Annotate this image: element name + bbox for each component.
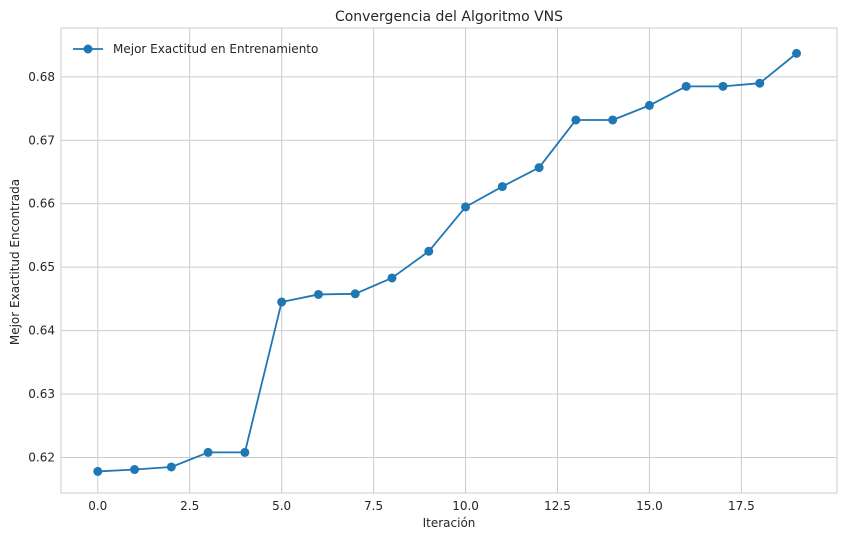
x-tick-label: 7.5 [364, 499, 383, 513]
chart-title: Convergencia del Algoritmo VNS [335, 9, 563, 25]
data-point [608, 115, 618, 125]
data-point [424, 246, 434, 256]
data-point [755, 78, 765, 88]
plot-background [61, 28, 837, 493]
data-point [350, 289, 360, 299]
y-tick-label: 0.66 [28, 197, 55, 211]
y-tick-label: 0.64 [28, 324, 55, 338]
y-tick-label: 0.68 [28, 70, 55, 84]
x-axis-label: Iteración [423, 516, 476, 530]
data-point [792, 48, 802, 58]
y-axis-label: Mejor Exactitud Encontrada [8, 179, 22, 345]
y-tick-label: 0.67 [28, 133, 55, 147]
data-point [571, 115, 581, 125]
data-point [387, 273, 397, 283]
x-tick-label: 17.5 [728, 499, 755, 513]
legend-marker [83, 44, 93, 54]
legend-label: Mejor Exactitud en Entrenamiento [113, 42, 318, 56]
data-point [681, 81, 691, 91]
x-tick-label: 15.0 [636, 499, 663, 513]
x-tick-label: 0.0 [88, 499, 107, 513]
x-axis-ticks: 0.0 2.5 5.0 7.5 10.0 12.5 15.0 17.5 [88, 499, 755, 513]
grid [61, 28, 837, 493]
y-tick-label: 0.63 [28, 387, 55, 401]
series-layer [93, 48, 802, 476]
x-tick-label: 10.0 [452, 499, 479, 513]
data-point [644, 100, 654, 110]
plot-frame [60, 27, 838, 494]
y-tick-label: 0.62 [28, 450, 55, 464]
data-point [93, 466, 103, 476]
y-axis-ticks: 0.62 0.63 0.64 0.65 0.66 0.67 0.68 [28, 70, 55, 465]
data-point [277, 297, 287, 307]
x-tick-label: 12.5 [544, 499, 571, 513]
series-line [97, 52, 798, 473]
data-point [240, 447, 250, 457]
data-point [461, 202, 471, 212]
data-point [166, 462, 176, 472]
x-tick-label: 2.5 [180, 499, 199, 513]
y-tick-label: 0.65 [28, 260, 55, 274]
data-point [534, 163, 544, 173]
data-point [313, 289, 323, 299]
data-point [203, 447, 213, 457]
data-point [130, 465, 140, 475]
x-tick-label: 5.0 [272, 499, 291, 513]
data-point [497, 182, 507, 192]
data-point [718, 81, 728, 91]
legend: Mejor Exactitud en Entrenamiento [73, 42, 318, 56]
